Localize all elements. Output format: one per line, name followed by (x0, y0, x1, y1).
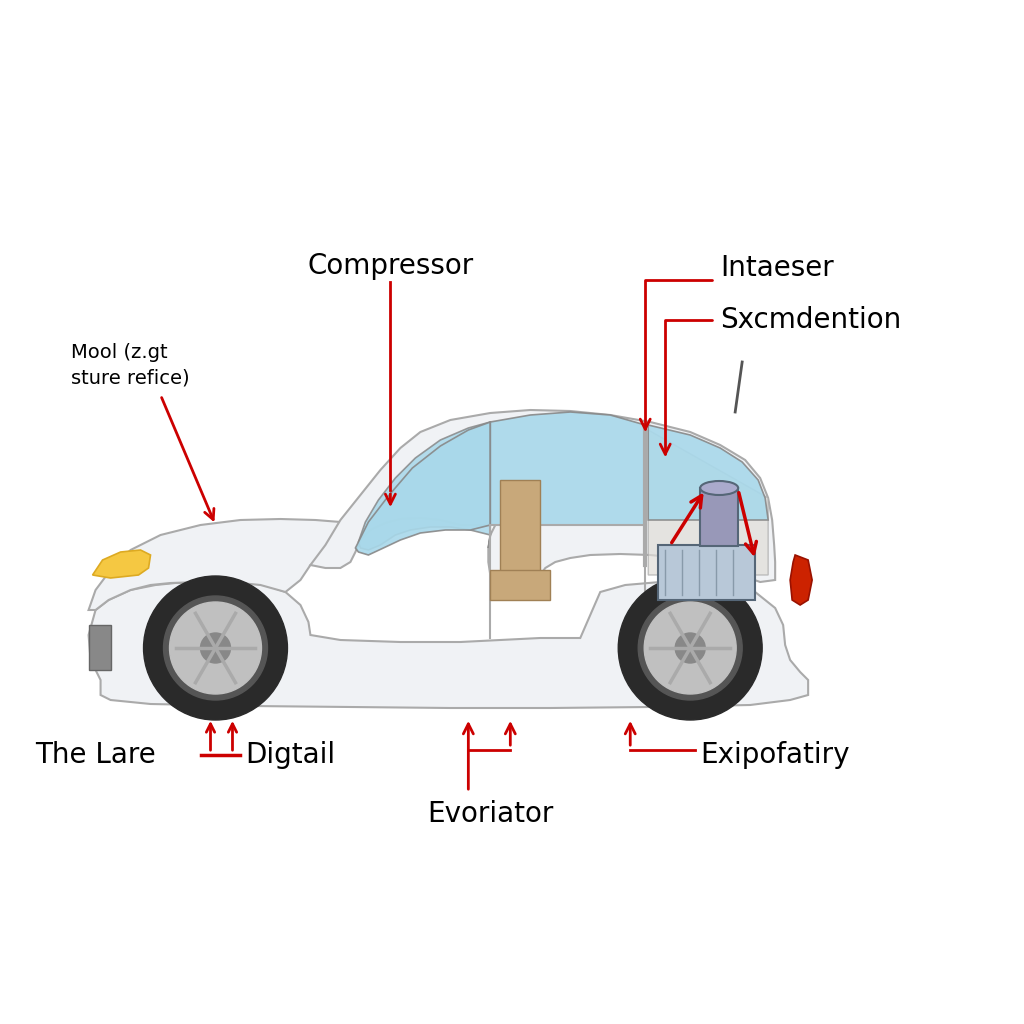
Bar (501, 480, 541, 580)
Text: Mool (z.gt
sture refice): Mool (z.gt sture refice) (71, 343, 189, 387)
Circle shape (201, 633, 230, 663)
Bar (88, 625, 111, 670)
Polygon shape (88, 582, 808, 708)
Polygon shape (490, 412, 645, 525)
Text: Evoriator: Evoriator (427, 800, 554, 828)
Bar (700, 488, 738, 546)
Circle shape (143, 575, 288, 720)
Polygon shape (355, 422, 490, 555)
Polygon shape (88, 519, 360, 610)
Text: Compressor: Compressor (307, 252, 473, 280)
Text: Digtail: Digtail (246, 741, 336, 769)
Bar (490, 570, 550, 600)
Circle shape (638, 596, 742, 700)
Polygon shape (358, 422, 490, 550)
Text: Sxcmdention: Sxcmdention (720, 306, 901, 334)
Circle shape (675, 633, 706, 663)
Polygon shape (658, 545, 755, 600)
Polygon shape (310, 410, 775, 582)
Polygon shape (92, 550, 151, 578)
Circle shape (644, 602, 736, 694)
Polygon shape (648, 430, 768, 575)
Circle shape (164, 596, 267, 700)
Polygon shape (791, 555, 812, 605)
Text: The Lare: The Lare (35, 741, 156, 769)
Circle shape (170, 602, 261, 694)
Ellipse shape (700, 481, 738, 495)
Text: Intaeser: Intaeser (720, 254, 834, 282)
Text: Exipofatiry: Exipofatiry (700, 741, 850, 769)
Circle shape (618, 575, 762, 720)
Polygon shape (648, 425, 768, 520)
